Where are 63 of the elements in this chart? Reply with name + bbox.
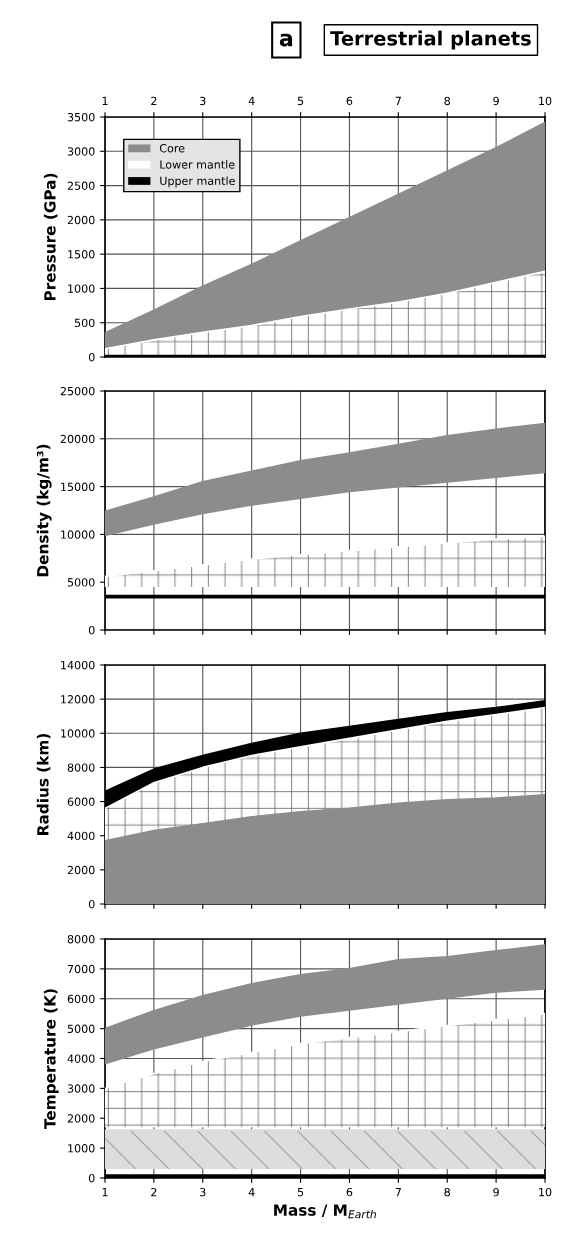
x-tick-label: 5 bbox=[297, 1188, 304, 1197]
line-series bbox=[105, 1012, 545, 1090]
y-tick-label: 2500 bbox=[67, 181, 95, 190]
x-tick-label: 3 bbox=[200, 96, 206, 106]
y-tick-label: 0 bbox=[88, 899, 95, 909]
legend-label: Core bbox=[159, 144, 185, 153]
x-tick-label: 7 bbox=[395, 1188, 401, 1197]
y-axis-title: Temperature (K) bbox=[43, 989, 59, 1129]
x-axis-title: Mass / M$_{Earth}$ bbox=[274, 1204, 376, 1219]
line-series bbox=[105, 535, 545, 578]
y-axis-title: Radius (km) bbox=[36, 734, 51, 835]
y-tick-label: 25000 bbox=[60, 386, 95, 396]
y-tick-label: 2000 bbox=[67, 1114, 95, 1123]
y-tick-label: 3000 bbox=[67, 147, 95, 156]
legend-label: Upper mantle bbox=[160, 176, 235, 188]
x-tick-label: 8 bbox=[444, 96, 450, 106]
y-tick-label: 2000 bbox=[67, 865, 95, 875]
x-tick-label: 1 bbox=[102, 96, 108, 105]
y-tick-label: 5000 bbox=[67, 578, 95, 587]
y-tick-label: 0 bbox=[88, 352, 95, 362]
x-tick-label: 7 bbox=[395, 96, 401, 105]
y-tick-label: 0 bbox=[88, 1173, 95, 1183]
x-tick-label: 2 bbox=[151, 96, 157, 105]
x-tick-label: 6 bbox=[346, 1187, 353, 1197]
y-tick-label: 14000 bbox=[61, 660, 95, 670]
x-tick-label: 2 bbox=[151, 1187, 157, 1197]
y-tick-label: 1000 bbox=[68, 1144, 95, 1153]
x-tick-label: 9 bbox=[493, 1187, 499, 1197]
y-tick-label: 6000 bbox=[67, 994, 95, 1004]
legend-label: Lower mantle bbox=[160, 160, 235, 169]
y-axis-title: Density (kg/m³) bbox=[36, 444, 52, 577]
y-tick-label: 12000 bbox=[61, 695, 95, 704]
y-tick-label: 6000 bbox=[67, 797, 95, 806]
y-tick-label: 1500 bbox=[68, 250, 95, 259]
y-tick-label: 7000 bbox=[67, 964, 95, 974]
x-tick-label: 9 bbox=[493, 96, 499, 106]
y-tick-label: 20000 bbox=[60, 434, 95, 444]
y-tick-label: 0 bbox=[88, 625, 95, 635]
x-tick-label: 6 bbox=[346, 96, 353, 106]
y-tick-label: 3500 bbox=[67, 112, 95, 122]
x-tick-label: 4 bbox=[248, 96, 255, 105]
y-tick-label: 4000 bbox=[67, 1054, 95, 1063]
y-tick-label: 3000 bbox=[67, 1084, 95, 1093]
y-tick-label: 1000 bbox=[68, 284, 95, 293]
y-tick-label: 5000 bbox=[67, 1024, 95, 1033]
y-tick-label: 8000 bbox=[67, 763, 95, 772]
y-tick-label: 8000 bbox=[67, 934, 95, 944]
text: a bbox=[279, 33, 293, 47]
x-tick-label: 10 bbox=[539, 96, 552, 106]
x-tick-label: 5 bbox=[297, 96, 304, 106]
y-tick-label: 15000 bbox=[61, 482, 95, 491]
x-tick-label: 3 bbox=[200, 1187, 206, 1197]
x-tick-label: 4 bbox=[248, 1188, 255, 1197]
y-tick-label: 2000 bbox=[67, 215, 95, 225]
y-tick-label: 10000 bbox=[61, 530, 95, 539]
x-tick-label: 1 bbox=[102, 1188, 108, 1197]
x-tick-label: 8 bbox=[444, 1187, 450, 1197]
y-tick-label: 500 bbox=[74, 318, 95, 328]
y-tick-label: 4000 bbox=[67, 831, 95, 841]
y-axis-title: Pressure (GPa) bbox=[43, 173, 58, 301]
y-tick-label: 10000 bbox=[61, 729, 95, 738]
chart-title: Terrestrial planets bbox=[330, 30, 531, 50]
x-tick-label: 10 bbox=[539, 1187, 552, 1197]
